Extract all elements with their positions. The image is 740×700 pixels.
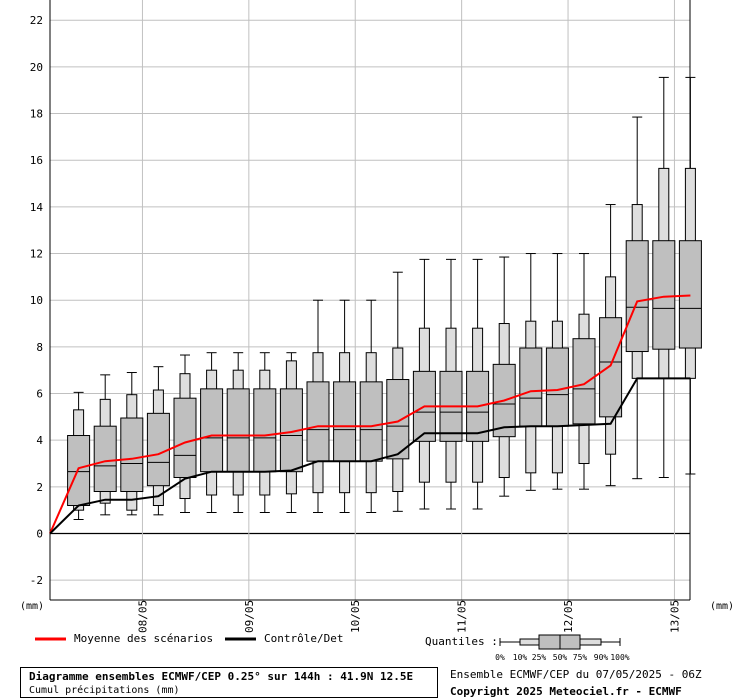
box-inner-25-75 bbox=[146, 412, 170, 487]
ensemble-chart: -2 0 2 4 6 8 10 12 14 16 18 20 22 08/05 09/05 10/05 11/0… bbox=[20, 0, 734, 660]
box-inner-25-75 bbox=[652, 240, 676, 350]
ensemble-box bbox=[93, 374, 117, 516]
ensemble-box bbox=[146, 366, 170, 516]
chart-subtitle: Cumul précipitations (mm) bbox=[29, 685, 180, 696]
y-tick-label: 4 bbox=[36, 434, 43, 447]
y-tick-label: 2 bbox=[36, 481, 43, 494]
grid-layer bbox=[50, 0, 690, 600]
ensemble-box bbox=[545, 253, 569, 490]
box-inner-25-75 bbox=[333, 381, 357, 462]
x-tick-label: 08/05 bbox=[136, 600, 149, 633]
control-line bbox=[49, 377, 691, 535]
y-tick-label: 14 bbox=[30, 201, 44, 214]
chart-title: Diagramme ensembles ECMWF/CEP 0.25° sur … bbox=[29, 670, 414, 683]
quantiles-label: Quantiles : bbox=[425, 635, 498, 648]
ensemble-box bbox=[200, 352, 224, 514]
y-tick-label: 18 bbox=[30, 108, 43, 121]
box-inner-25-75 bbox=[200, 388, 224, 473]
x-tick-label: 13/05 bbox=[668, 600, 681, 633]
ensemble-box bbox=[466, 258, 490, 510]
line-layer bbox=[49, 294, 691, 535]
y-axis-unit-label: (mm) bbox=[20, 601, 44, 612]
box-inner-25-75 bbox=[572, 338, 596, 425]
box-inner-25-75 bbox=[625, 240, 649, 353]
legend-label: Contrôle/Det bbox=[264, 632, 343, 645]
ensemble-box bbox=[678, 76, 702, 475]
ensemble-box bbox=[439, 258, 463, 510]
axis-layer: -2 0 2 4 6 8 10 12 14 16 18 20 22 08/05 09/05 10/05 11/0… bbox=[20, 0, 734, 633]
y-tick-label: 16 bbox=[30, 154, 43, 167]
ensemble-box bbox=[572, 253, 596, 490]
ensemble-box bbox=[386, 271, 410, 512]
box-inner-25-75 bbox=[519, 347, 543, 427]
x-tick-label: 09/05 bbox=[243, 600, 256, 633]
box-layer bbox=[67, 76, 702, 521]
x-tick-label: 10/05 bbox=[349, 600, 362, 633]
copyright: Copyright 2025 Meteociel.fr - ECMWF bbox=[450, 685, 682, 698]
y-tick-label: 6 bbox=[36, 388, 43, 401]
y-tick-label: 8 bbox=[36, 341, 43, 354]
quantile-percent-label: 0% bbox=[495, 653, 505, 660]
quantile-percent-label: 90% bbox=[594, 653, 609, 660]
ensemble-box bbox=[120, 372, 144, 516]
ensemble-box bbox=[306, 299, 330, 514]
legend-layer: Moyenne des scénarios Contrôle/Det Quantil… bbox=[35, 632, 630, 660]
run-info: Ensemble ECMWF/CEP du 07/05/2025 - 06Z bbox=[450, 668, 702, 681]
box-inner-25-75 bbox=[545, 347, 569, 427]
x-axis-unit-label: (mm) bbox=[710, 601, 734, 612]
box-inner-25-75 bbox=[253, 388, 277, 473]
x-tick-label: 12/05 bbox=[562, 600, 575, 633]
quantile-percent-label: 100% bbox=[610, 653, 629, 660]
ensemble-box bbox=[492, 256, 516, 497]
x-tick-label: 11/05 bbox=[456, 600, 469, 633]
box-inner-25-75 bbox=[226, 388, 250, 473]
ensemble-box bbox=[67, 391, 91, 521]
y-tick-label: 0 bbox=[36, 528, 43, 541]
quantile-percent-label: 25% bbox=[532, 653, 547, 660]
y-tick-label: -2 bbox=[30, 574, 43, 587]
box-inner-25-75 bbox=[359, 381, 383, 462]
quantile-percent-label: 50% bbox=[553, 653, 568, 660]
ensemble-box bbox=[519, 253, 543, 491]
box-inner-25-75 bbox=[306, 381, 330, 462]
quantile-percent-label: 75% bbox=[573, 653, 588, 660]
chart-title-box: Diagramme ensembles ECMWF/CEP 0.25° sur … bbox=[20, 667, 438, 698]
ensemble-box bbox=[173, 354, 197, 514]
ensemble-box bbox=[652, 76, 676, 479]
y-tick-label: 12 bbox=[30, 248, 43, 261]
ensemble-box bbox=[625, 116, 649, 480]
box-inner-25-75 bbox=[386, 379, 410, 460]
ensemble-box bbox=[253, 352, 277, 514]
y-tick-label: 22 bbox=[30, 14, 43, 27]
box-inner-25-75 bbox=[93, 425, 117, 493]
y-tick-label: 10 bbox=[30, 294, 43, 307]
legend-label: Moyenne des scénarios bbox=[74, 632, 213, 645]
mean-line bbox=[49, 294, 691, 534]
quantile-percent-label: 10% bbox=[513, 653, 528, 660]
ensemble-box bbox=[226, 352, 250, 514]
ensemble-box bbox=[359, 299, 383, 514]
box-inner-25-75 bbox=[173, 397, 197, 479]
ensemble-box bbox=[412, 258, 436, 510]
box-inner-25-75 bbox=[599, 317, 623, 418]
ensemble-box bbox=[333, 299, 357, 514]
box-inner-25-75 bbox=[678, 240, 702, 349]
y-tick-label: 20 bbox=[30, 61, 43, 74]
box-inner-25-75 bbox=[120, 417, 144, 493]
